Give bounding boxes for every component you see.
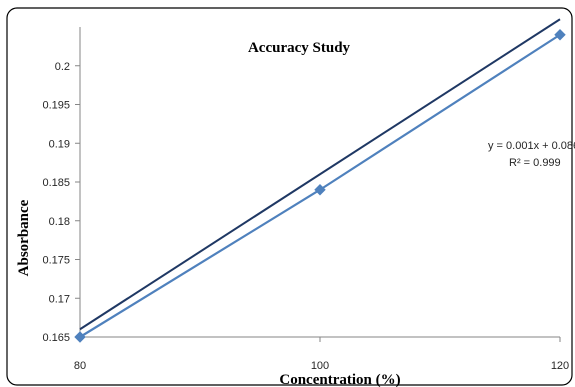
x-tick-label: 100: [311, 360, 329, 372]
tick-labels: 0.165 0.17 0.175 0.18 0.185 0.19 0.195 0.2 80 100…: [42, 61, 569, 372]
x-tick-label: 80: [74, 360, 86, 372]
chart-title: Accuracy Study: [248, 40, 351, 56]
chart-border: [6, 7, 573, 386]
y-tick-label: 0.17: [49, 293, 70, 305]
trendline: [79, 18, 561, 331]
trendline-equation: y = 0.001x + 0.086: [488, 140, 575, 152]
r-squared-label: R² = 0.999: [509, 157, 561, 169]
y-tick-label: 0.2: [55, 61, 70, 73]
y-axis-label: Absorbance: [16, 199, 32, 276]
x-tick-label: 120: [551, 360, 569, 372]
series-markers: [74, 29, 566, 343]
x-axis-label: Concentration (%): [279, 372, 400, 387]
y-tick-label: 0.165: [42, 332, 70, 344]
y-tick-label: 0.19: [49, 138, 70, 150]
y-tick-label: 0.18: [49, 216, 70, 228]
y-tick-label: 0.175: [42, 255, 70, 267]
y-tick-label: 0.195: [42, 100, 70, 112]
data-point-marker: [314, 184, 326, 196]
data-point-marker: [554, 29, 566, 41]
data-point-marker: [74, 331, 86, 343]
y-tick-label: 0.185: [42, 177, 70, 189]
